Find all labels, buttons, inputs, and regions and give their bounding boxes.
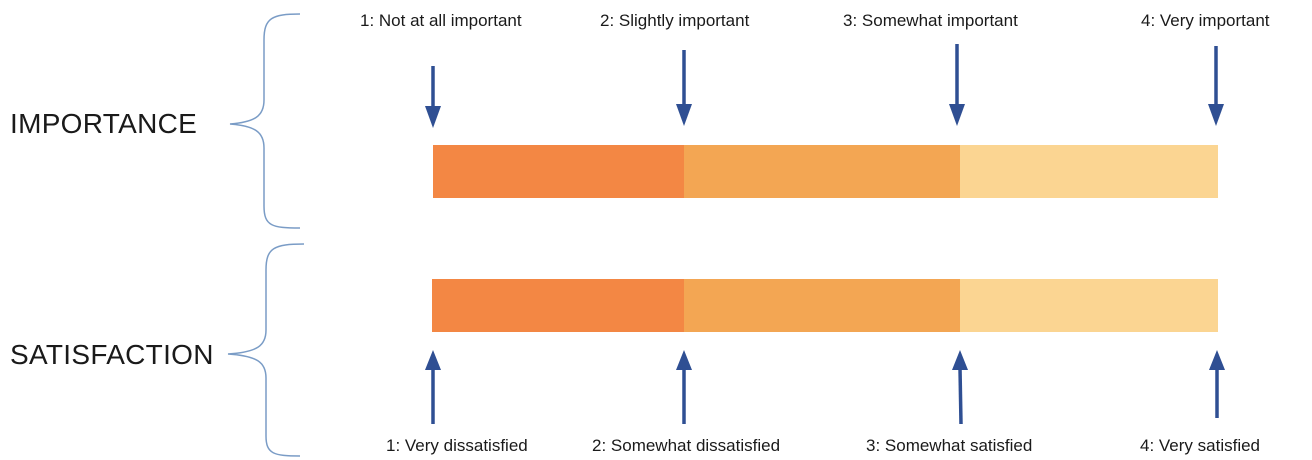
satisfaction-bar-segment-1 — [432, 279, 685, 332]
satisfaction-level-2-label: 2: Somewhat dissatisfied — [592, 436, 780, 455]
satisfaction-level-4-label: 4: Very satisfied — [1140, 436, 1260, 455]
importance-bar-segment-3 — [960, 145, 1218, 198]
satisfaction-bar-segment-2 — [684, 279, 961, 332]
satisfaction-arrow-2 — [676, 350, 692, 424]
importance-section: IMPORTANCE 1: Not at all important 2: Sl… — [10, 11, 1270, 229]
importance-arrow-4 — [1208, 46, 1224, 126]
satisfaction-level-3-label: 3: Somewhat satisfied — [866, 436, 1032, 455]
importance-level-3-label: 3: Somewhat important — [843, 11, 1018, 30]
importance-scale-bar — [433, 145, 1218, 198]
satisfaction-brace — [227, 243, 305, 457]
satisfaction-level-1-label: 1: Very dissatisfied — [386, 436, 528, 455]
satisfaction-arrow-1 — [425, 350, 441, 424]
importance-level-4-label: 4: Very important — [1141, 11, 1270, 30]
satisfaction-title: SATISFACTION — [10, 339, 214, 370]
importance-bar-segment-2 — [684, 145, 961, 198]
importance-brace — [229, 13, 301, 229]
satisfaction-arrow-4 — [1209, 350, 1225, 418]
importance-arrow-3 — [949, 44, 965, 126]
satisfaction-bar-segment-3 — [960, 279, 1218, 332]
importance-bar-segment-1 — [433, 145, 685, 198]
importance-level-2-label: 2: Slightly important — [600, 11, 750, 30]
importance-arrow-1 — [425, 66, 441, 128]
satisfaction-scale-bar — [432, 279, 1218, 332]
importance-arrow-2 — [676, 50, 692, 126]
satisfaction-section: SATISFACTION 1: Very dissatisfied 2: Som… — [10, 243, 1260, 457]
satisfaction-arrow-3 — [952, 350, 968, 425]
importance-level-1-label: 1: Not at all important — [360, 11, 522, 30]
importance-title: IMPORTANCE — [10, 108, 197, 139]
